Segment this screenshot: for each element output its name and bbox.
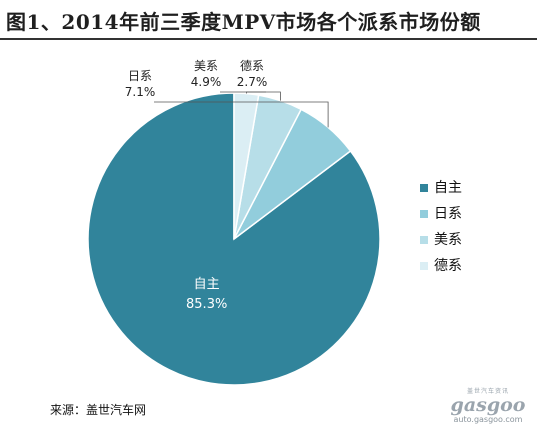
leader-line-4 — [245, 91, 266, 94]
pie-slice-4 — [233, 92, 260, 240]
title-divider — [0, 38, 537, 40]
leader-lines — [154, 91, 329, 128]
legend-label-3: 美系 — [434, 232, 462, 248]
source-note: 来源：盖世汽车网 — [50, 403, 147, 417]
legend-label-1: 自主 — [434, 180, 462, 196]
pie-slices — [87, 92, 381, 386]
legend-swatch-3 — [420, 236, 428, 244]
leader-line-3 — [220, 91, 281, 101]
slice-label-value-2: 7.1% — [125, 85, 156, 99]
slice-label-category-1: 自主 — [194, 277, 220, 292]
legend-swatch-2 — [420, 210, 428, 218]
legend-label-2: 日系 — [434, 206, 462, 222]
slice-label-value-3: 4.9% — [191, 75, 222, 89]
watermark-top-text: 盖世汽车资讯 — [466, 388, 509, 395]
legend-swatch-4 — [420, 262, 428, 270]
slice-label-category-4: 德系 — [240, 58, 264, 73]
gasgoo-watermark: 盖世汽车资讯 gasgoo auto.gasgoo.com — [444, 386, 532, 424]
legend-label-4: 德系 — [434, 258, 462, 274]
slice-label-value-1: 85.3% — [186, 297, 227, 312]
leader-line-2 — [154, 101, 329, 128]
slice-labels: 自主 85.3% 日系 7.1% 美系 4.9% 德系 2.7% — [125, 58, 268, 312]
legend-swatch-1 — [420, 184, 428, 192]
slice-label-value-4: 2.7% — [237, 75, 268, 89]
watermark-url: auto.gasgoo.com — [453, 415, 523, 424]
slice-label-category-2: 日系 — [128, 69, 152, 83]
watermark-logo: gasgoo — [450, 394, 526, 416]
slice-label-category-3: 美系 — [194, 59, 218, 73]
chart-title: 图1、2014年前三季度MPV市场各个派系市场份额 — [6, 10, 481, 34]
